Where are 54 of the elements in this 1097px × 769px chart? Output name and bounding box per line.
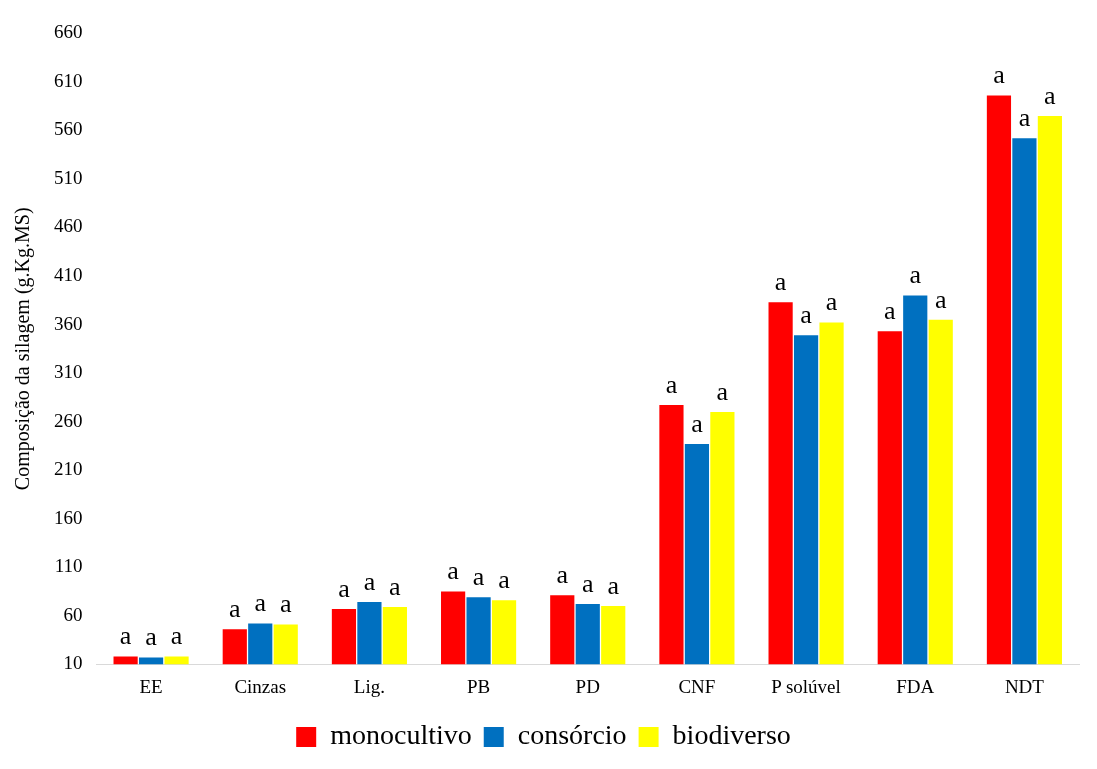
y-tick-label: 510 xyxy=(54,166,83,188)
data-label: a xyxy=(665,369,678,399)
data-label: a xyxy=(691,408,704,438)
data-label: a xyxy=(170,621,183,651)
y-tick-label: 210 xyxy=(54,458,83,480)
data-label: a xyxy=(145,622,158,652)
data-label: a xyxy=(254,588,267,618)
y-tick-label: 410 xyxy=(54,264,83,285)
data-label: a xyxy=(607,570,620,600)
legend-label: monocultivo xyxy=(330,719,472,751)
legend-label: biodiverso xyxy=(672,719,791,751)
data-label: a xyxy=(363,566,376,596)
y-tick-label: 360 xyxy=(54,312,83,334)
data-label: a xyxy=(884,296,896,326)
data-label: a xyxy=(993,60,1006,90)
x-tick-label: P solúvel xyxy=(771,675,841,697)
y-tick-label: 10 xyxy=(63,652,83,674)
y-tick-label: 310 xyxy=(54,361,83,383)
x-tick-label: PB xyxy=(466,675,491,697)
data-label: a xyxy=(338,573,351,603)
data-label: a xyxy=(909,260,922,290)
data-label: a xyxy=(1044,80,1057,110)
y-tick-label: 610 xyxy=(54,69,83,91)
data-label: a xyxy=(825,287,838,317)
x-tick-label: PD xyxy=(575,675,600,697)
x-tick-label: EE xyxy=(139,675,163,697)
data-label: a xyxy=(119,621,132,651)
x-tick-label: NDT xyxy=(1004,675,1045,697)
data-label: a xyxy=(229,594,241,624)
y-tick-label: 260 xyxy=(54,409,83,431)
data-label: a xyxy=(389,571,402,601)
y-tick-label: 460 xyxy=(54,215,83,237)
data-label: a xyxy=(498,564,511,594)
y-tick-label: 110 xyxy=(54,555,83,577)
y-axis-title: Composição da silagem (g.Kg.MS) xyxy=(11,207,35,491)
data-label: a xyxy=(800,300,813,330)
data-label: a xyxy=(581,568,594,598)
x-tick-label: Lig. xyxy=(353,675,385,697)
data-label: a xyxy=(279,589,292,619)
data-label: a xyxy=(447,556,460,586)
legend-label: consórcio xyxy=(517,719,627,751)
y-tick-label: 60 xyxy=(63,603,83,625)
data-label: a xyxy=(472,562,485,592)
data-label: a xyxy=(556,560,569,590)
data-label: a xyxy=(1018,103,1031,133)
y-tick-label: 560 xyxy=(54,118,83,140)
data-label: a xyxy=(934,284,947,314)
y-tick-label: 160 xyxy=(54,506,83,528)
x-tick-label: FDA xyxy=(896,675,935,697)
x-tick-label: Cinzas xyxy=(234,675,287,697)
x-tick-label: CNF xyxy=(678,675,716,697)
y-tick-label: 660 xyxy=(54,21,83,43)
data-label: a xyxy=(716,376,729,406)
data-label: a xyxy=(774,267,787,297)
